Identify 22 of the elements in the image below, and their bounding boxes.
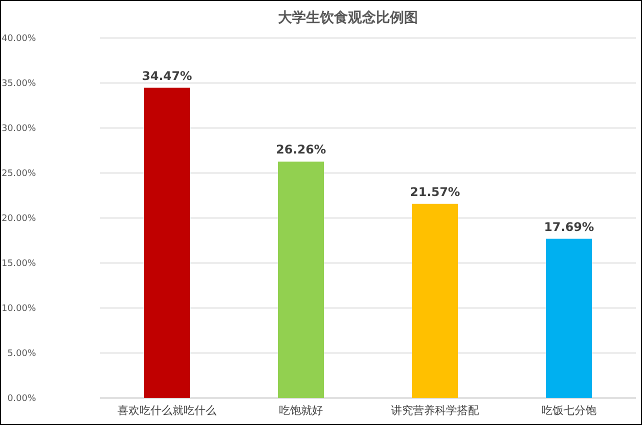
y-tick-label: 10.00%	[2, 304, 36, 314]
bar	[546, 238, 592, 398]
y-tick-label: 30.00%	[2, 124, 36, 134]
x-tick-label: 吃饭七分饱	[542, 404, 596, 417]
y-tick-label: 35.00%	[2, 79, 36, 89]
y-tick-label: 15.00%	[2, 259, 36, 269]
y-tick-label: 5.00%	[7, 349, 36, 359]
bar	[144, 88, 190, 398]
data-label: 34.47%	[142, 68, 192, 83]
chart-title: 大学生饮食观念比例图	[278, 10, 418, 26]
y-tick-label: 20.00%	[2, 214, 36, 224]
x-tick-label: 吃饱就好	[279, 404, 323, 417]
y-tick-label: 40.00%	[2, 34, 36, 44]
y-tick-label: 25.00%	[2, 169, 36, 179]
x-tick-label: 讲究营养科学搭配	[391, 404, 479, 417]
bar	[412, 204, 458, 398]
data-label: 26.26%	[276, 142, 326, 157]
data-label: 17.69%	[544, 220, 594, 234]
x-tick-label: 喜欢吃什么就吃什么	[118, 404, 216, 417]
y-tick-label: 0.00%	[7, 394, 36, 404]
data-label: 21.57%	[410, 184, 460, 199]
bar	[278, 162, 324, 398]
